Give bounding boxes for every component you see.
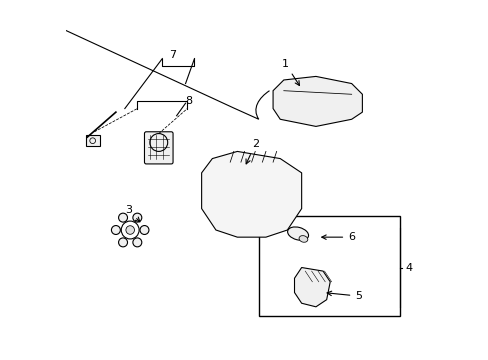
- Text: 1: 1: [282, 59, 299, 86]
- Ellipse shape: [118, 238, 127, 247]
- Ellipse shape: [140, 226, 149, 234]
- Ellipse shape: [133, 238, 142, 247]
- PathPatch shape: [272, 76, 362, 126]
- Ellipse shape: [299, 236, 307, 242]
- Text: 4: 4: [405, 262, 411, 273]
- Ellipse shape: [118, 213, 127, 222]
- Text: 2: 2: [245, 139, 258, 164]
- Text: 6: 6: [321, 232, 354, 242]
- Text: 7: 7: [169, 50, 176, 60]
- Ellipse shape: [287, 227, 308, 240]
- Text: 8: 8: [185, 96, 192, 107]
- Text: 3: 3: [124, 205, 140, 222]
- Bar: [258, 216, 399, 316]
- Ellipse shape: [111, 226, 120, 234]
- PathPatch shape: [201, 152, 301, 237]
- Text: 5: 5: [326, 291, 362, 301]
- Ellipse shape: [133, 213, 142, 222]
- Bar: [85, 135, 100, 146]
- Circle shape: [125, 226, 134, 234]
- FancyBboxPatch shape: [144, 132, 173, 164]
- PathPatch shape: [294, 267, 329, 307]
